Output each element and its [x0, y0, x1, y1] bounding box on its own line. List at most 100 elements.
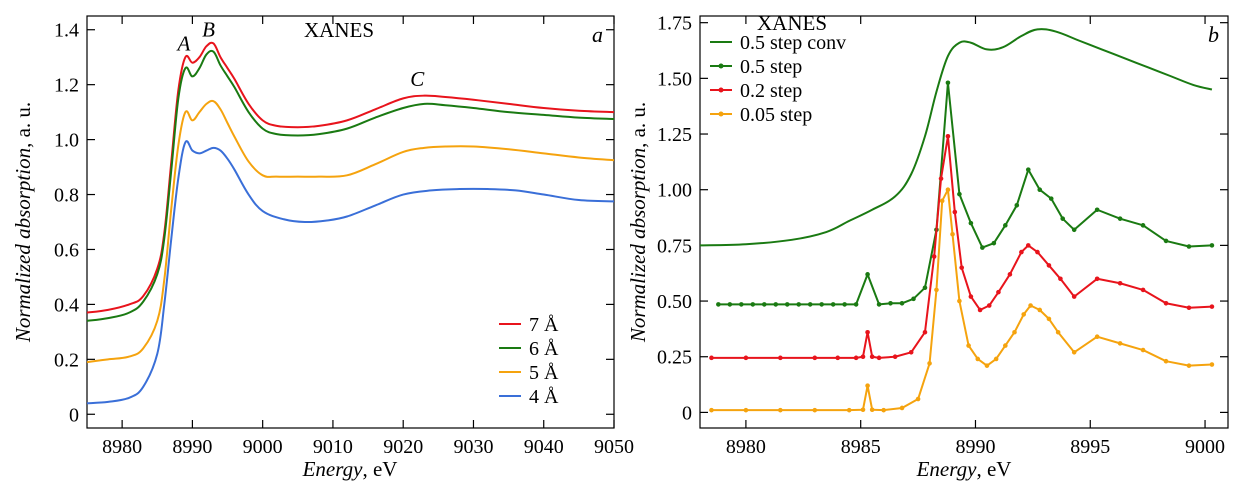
- series-point-0-5-step: [957, 191, 962, 197]
- series-point-0-05-step: [860, 407, 866, 413]
- series-point-0-05-step: [865, 383, 870, 388]
- series-point-0-05-step: [934, 287, 939, 293]
- y-tick-label: 1.2: [54, 75, 79, 97]
- annotation-b: B: [202, 18, 215, 42]
- series-point-0-5-step: [1025, 167, 1031, 172]
- series-point-0-5-step: [1060, 216, 1066, 221]
- series-point-0-5-step: [1117, 216, 1123, 221]
- series-point-0-05-step: [1209, 362, 1215, 367]
- series-point-0-05-step: [1117, 341, 1123, 346]
- series-point-0-5-step: [876, 302, 882, 307]
- series-point-0-2-step: [1163, 300, 1169, 306]
- panel-a-title: XANES: [304, 18, 374, 42]
- series-point-0-5-step: [1014, 202, 1020, 208]
- y-tick-label: 1.4: [54, 20, 79, 42]
- panel-b-chart: 8980 8985 8990 8995 9000 0 0.25 0.50 0.75 1.00 1.2…: [626, 11, 1229, 481]
- series-point-0-5-step: [727, 302, 733, 307]
- series-point-0-05-step: [939, 198, 945, 204]
- series-point-0-2-step: [860, 354, 866, 360]
- series-point-0-05-step: [1012, 329, 1017, 335]
- series-point-0-2-step: [1058, 276, 1063, 282]
- legend-label-0-2-step: 0.2 step: [740, 80, 802, 102]
- panel-a-xlabel-unit: , eV: [362, 457, 397, 481]
- x-tick-label: 9000: [1185, 436, 1225, 458]
- series-point-0-5-step: [784, 302, 790, 307]
- y-tick-label: 0.75: [657, 235, 692, 257]
- panel-a-legend: 7 Å6 Å5 Å4 Å: [499, 314, 559, 408]
- series-point-0-5-step: [739, 302, 744, 307]
- series-point-0-5-step: [716, 302, 721, 307]
- series-point-0-05-step: [915, 396, 921, 402]
- legend-label-0-5-step-conv: 0.5 step conv: [740, 32, 846, 54]
- y-tick-label: 1.50: [657, 68, 692, 90]
- x-tick-label: 8990: [172, 436, 212, 458]
- series-point-0-05-step: [881, 407, 886, 413]
- series-point-0-2-step: [1007, 272, 1013, 277]
- series-point-0-2-step: [938, 176, 944, 181]
- series-point-0-05-step: [869, 407, 875, 413]
- series-point-0-2-step: [835, 355, 841, 361]
- series-point-0-2-step: [977, 307, 983, 313]
- legend-marker-0-2-step: [718, 87, 724, 93]
- series-point-0-2-step: [1140, 287, 1146, 293]
- series-point-0-05-step: [975, 356, 981, 362]
- series-point-0-05-step: [966, 343, 971, 348]
- series-line-0-5-step-conv: [699, 28, 1213, 247]
- panel-b-ticks: 8980 8985 8990 8995 9000 0 0.25 0.50 0.75 1.00 1.2…: [657, 13, 1228, 458]
- series-point-0-5-step: [888, 300, 893, 306]
- panel-b-ylabel-italic: Normalized absorption: [626, 148, 650, 343]
- y-tick-label: 1.0: [54, 130, 79, 152]
- series-point-0-05-step: [1028, 303, 1033, 308]
- panel-b-series: [699, 28, 1215, 413]
- panel-b-xlabel-unit: , eV: [976, 457, 1011, 481]
- series-line-4: [86, 140, 615, 405]
- series-point-0-2-step: [945, 133, 951, 139]
- series-point-0-5-step: [922, 285, 928, 290]
- series-point-0-05-step: [1055, 329, 1061, 335]
- series-point-0-5-step: [819, 302, 824, 307]
- series-point-0-5-step: [842, 302, 847, 307]
- series-point-0-2-step: [1035, 249, 1040, 255]
- series-point-0-2-step: [778, 355, 783, 361]
- series-point-0-05-step: [1071, 349, 1077, 355]
- annotation-a: A: [176, 31, 191, 55]
- series-point-0-5-step: [968, 220, 974, 226]
- panel-a-annotations: AB C: [176, 18, 426, 91]
- series-point-0-2-step: [922, 329, 928, 335]
- series-point-0-2-step: [1071, 294, 1077, 299]
- panel-a-plot-frame: [86, 15, 615, 429]
- series-point-0-05-step: [984, 363, 990, 368]
- series-point-0-05-step: [846, 407, 852, 413]
- series-point-0-05-step: [950, 231, 955, 237]
- panel-b-letter: b: [1208, 22, 1219, 47]
- y-tick-label: 0.25: [657, 347, 692, 369]
- panel-b-plot-frame: [699, 15, 1229, 429]
- panel-a-ylabel-italic: Normalized absorption: [11, 148, 35, 343]
- series-point-0-5-step: [1140, 223, 1146, 228]
- y-tick-label: 1.00: [657, 180, 692, 202]
- series-point-0-05-step: [1046, 316, 1052, 322]
- series-point-0-5-step: [830, 302, 836, 307]
- panel-a-chart: 8980 8990 9000 9010 9020 9030 9040 9050 0 0.2 0.4 0…: [11, 15, 634, 481]
- y-tick-label: 0: [682, 402, 692, 424]
- panel-a-series: [86, 41, 615, 405]
- series-point-0-5-step: [750, 302, 756, 307]
- series-point-0-5-step: [1003, 223, 1008, 228]
- series-line-5: [86, 99, 615, 364]
- series-point-0-5-step: [773, 302, 779, 307]
- x-tick-label: 9000: [243, 436, 283, 458]
- series-point-0-05-step: [993, 356, 999, 362]
- series-point-0-05-step: [778, 407, 783, 413]
- series-point-0-2-step: [1025, 243, 1031, 248]
- y-tick-label: 1.75: [657, 13, 692, 35]
- series-point-0-5-step: [1048, 196, 1054, 201]
- series-point-0-05-step: [1003, 343, 1008, 348]
- series-point-0-05-step: [899, 405, 905, 411]
- series-point-0-2-step: [812, 355, 818, 361]
- y-tick-label: 0.6: [54, 239, 79, 261]
- panel-b-ylabel: Normalized absorption, a. u.: [626, 102, 650, 343]
- x-tick-label: 8995: [1070, 436, 1110, 458]
- series-point-0-2-step: [968, 294, 974, 299]
- y-tick-label: 0: [69, 404, 79, 426]
- series-point-0-05-step: [1094, 334, 1100, 339]
